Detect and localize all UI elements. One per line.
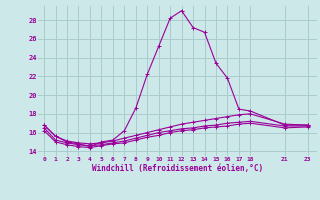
X-axis label: Windchill (Refroidissement éolien,°C): Windchill (Refroidissement éolien,°C) [92, 164, 263, 173]
